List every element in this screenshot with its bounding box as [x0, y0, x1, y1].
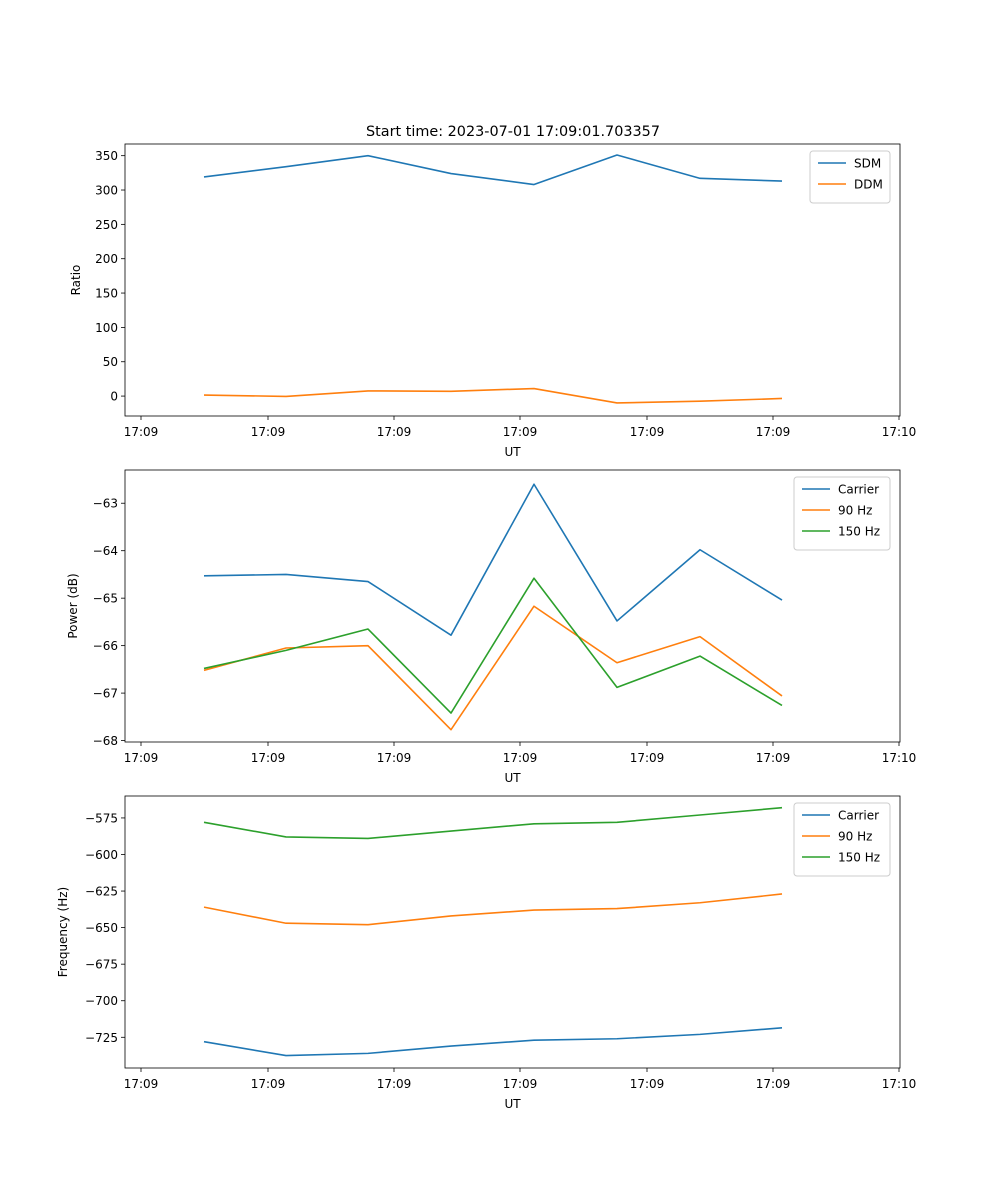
- x-tick-label: 17:09: [756, 425, 791, 439]
- legend-box: [809, 150, 891, 204]
- legend: Carrier 90 Hz 150 Hz: [793, 802, 891, 877]
- chart-panel-2: 17:09 17:09 17:09 17:09 17:09 17:09 17:10 −68 −6…: [66, 469, 917, 785]
- x-tick-label: 17:09: [124, 1077, 159, 1091]
- y-axis-label: Power (dB): [66, 573, 80, 638]
- legend-label: 90 Hz: [838, 504, 872, 518]
- x-axis-label: UT: [504, 445, 521, 459]
- x-tick-label: 17:09: [377, 751, 412, 765]
- series-line-150-hz: [203, 577, 783, 714]
- x-axis-label: UT: [504, 771, 521, 785]
- x-tick-label: 17:09: [630, 425, 665, 439]
- chart-panels: 17:09 17:09 17:09 17:09 17:09 17:09 17:10 0 50 10…: [56, 143, 917, 1111]
- series-line-150-hz: [203, 806, 783, 840]
- x-tick-label: 17:09: [377, 1077, 412, 1091]
- y-tick-label: −600: [85, 848, 118, 862]
- axes-frame: [124, 795, 901, 1069]
- y-tick-label: −66: [93, 639, 118, 653]
- y-tick-label: −575: [85, 811, 118, 825]
- axes-frame: [124, 143, 901, 417]
- y-tick-label: 100: [95, 321, 118, 335]
- y-tick-label: −675: [85, 958, 118, 972]
- x-tick-label: 17:09: [251, 751, 286, 765]
- y-tick-label: 200: [95, 252, 118, 266]
- y-tick-label: −63: [93, 497, 118, 511]
- x-axis-label: UT: [504, 1097, 521, 1111]
- y-tick-label: 300: [95, 184, 118, 198]
- y-tick-label: 150: [95, 287, 118, 301]
- legend-label: Carrier: [838, 809, 879, 823]
- x-tick-label: 17:09: [377, 425, 412, 439]
- figure-title: Start time: 2023-07-01 17:09:01.703357: [366, 124, 660, 140]
- legend-label: 90 Hz: [838, 830, 872, 844]
- x-tick-label: 17:09: [124, 425, 159, 439]
- y-tick-label: −67: [93, 687, 118, 701]
- x-tick-label: 17:09: [630, 751, 665, 765]
- y-tick-label: 250: [95, 218, 118, 232]
- series-line-90-hz: [203, 605, 783, 731]
- series-line-sdm: [203, 154, 783, 186]
- x-tick-label: 17:09: [124, 751, 159, 765]
- y-axis-label: Frequency (Hz): [56, 887, 70, 978]
- chart-panel-1: 17:09 17:09 17:09 17:09 17:09 17:09 17:10 0 50 10…: [69, 143, 917, 459]
- x-tick-label: 17:09: [251, 425, 286, 439]
- series-line-ddm: [203, 387, 783, 404]
- x-tick-label: 17:09: [503, 751, 538, 765]
- chart-panel-3: 17:09 17:09 17:09 17:09 17:09 17:09 17:10 −725 −…: [56, 795, 917, 1111]
- legend-label: SDM: [854, 157, 881, 171]
- legend-label: Carrier: [838, 483, 879, 497]
- legend: SDM DDM: [809, 150, 891, 204]
- y-tick-label: −625: [85, 885, 118, 899]
- y-tick-label: 350: [95, 149, 118, 163]
- legend-label: 150 Hz: [838, 851, 880, 865]
- x-tick-label: 17:09: [630, 1077, 665, 1091]
- y-tick-label: −650: [85, 921, 118, 935]
- legend-label: DDM: [854, 178, 883, 192]
- legend-label: 150 Hz: [838, 525, 880, 539]
- y-tick-label: −725: [85, 1031, 118, 1045]
- legend: Carrier 90 Hz 150 Hz: [793, 476, 891, 551]
- y-tick-label: −68: [93, 734, 118, 748]
- x-tick-label: 17:10: [882, 751, 917, 765]
- x-tick-label: 17:09: [503, 425, 538, 439]
- y-tick-label: −65: [93, 592, 118, 606]
- series-line-carrier: [203, 483, 783, 636]
- x-tick-label: 17:09: [503, 1077, 538, 1091]
- x-tick-label: 17:10: [882, 1077, 917, 1091]
- series-line-90-hz: [203, 893, 783, 926]
- axes-frame: [124, 469, 901, 743]
- x-tick-label: 17:09: [756, 751, 791, 765]
- y-tick-label: 50: [103, 355, 118, 369]
- y-tick-label: 0: [110, 390, 118, 404]
- y-tick-label: −64: [93, 544, 118, 558]
- series-line-carrier: [203, 1026, 783, 1057]
- x-tick-label: 17:10: [882, 425, 917, 439]
- y-tick-label: −700: [85, 994, 118, 1008]
- x-tick-label: 17:09: [756, 1077, 791, 1091]
- x-tick-label: 17:09: [251, 1077, 286, 1091]
- y-axis-label: Ratio: [69, 265, 83, 296]
